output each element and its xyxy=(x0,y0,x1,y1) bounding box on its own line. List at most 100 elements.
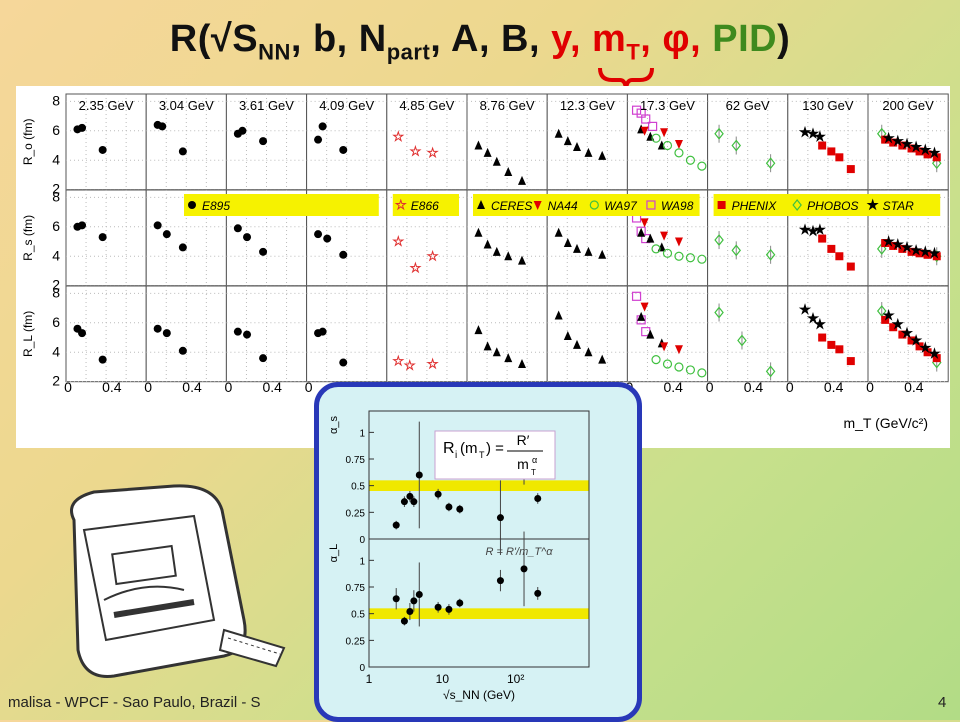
data-point xyxy=(662,248,673,258)
data-point xyxy=(233,224,242,233)
title-part: , φ, xyxy=(640,18,713,60)
data-point xyxy=(798,125,812,138)
panel-frame xyxy=(546,285,628,383)
data-point xyxy=(339,250,348,259)
legend-label: WA97 xyxy=(604,199,638,213)
data-point xyxy=(646,200,656,210)
x-tick-label: 0 xyxy=(786,379,794,395)
y-tick-label: 4 xyxy=(52,247,60,263)
data-point xyxy=(915,342,924,351)
alpha-y-label: α_s xyxy=(328,416,340,434)
data-point xyxy=(434,603,442,611)
legend-background xyxy=(713,194,941,216)
panel-frame xyxy=(386,285,468,383)
y-tick-label: 1 xyxy=(359,428,365,439)
x-tick-label: 0.4 xyxy=(744,379,764,395)
data-point xyxy=(835,345,844,354)
panel xyxy=(225,285,308,383)
x-tick-label: 0.4 xyxy=(904,379,924,395)
data-point xyxy=(504,167,513,177)
data-point xyxy=(900,326,914,339)
data-point xyxy=(637,227,646,237)
data-point xyxy=(409,261,422,274)
data-point xyxy=(731,244,742,257)
data-point xyxy=(818,333,827,342)
x-axis-label: √s_NN (GeV) xyxy=(443,688,515,702)
x-tick-label: 0.4 xyxy=(663,379,683,395)
data-point xyxy=(898,330,907,339)
formula-text: R xyxy=(443,440,455,457)
data-point xyxy=(798,303,812,315)
panel xyxy=(787,285,869,383)
panel xyxy=(386,285,468,383)
data-point xyxy=(697,161,707,171)
column-energy-label: 4.85 GeV xyxy=(399,98,454,113)
panel xyxy=(65,93,147,191)
formula-background xyxy=(434,430,556,480)
data-point xyxy=(660,231,669,241)
formula-text: i xyxy=(455,450,457,461)
data-point xyxy=(238,126,247,135)
data-point xyxy=(889,241,898,250)
formula-text: m xyxy=(517,456,529,472)
panel xyxy=(466,93,548,191)
y-tick-label: 2 xyxy=(52,277,60,293)
column-energy-label: 62 GeV xyxy=(726,98,770,113)
data-point xyxy=(813,130,826,142)
data-point xyxy=(474,325,483,335)
data-point xyxy=(392,595,400,603)
data-point xyxy=(415,471,423,479)
data-point xyxy=(674,140,683,150)
legend-background xyxy=(184,194,379,216)
reference-band xyxy=(369,480,589,491)
data-point xyxy=(406,608,414,616)
data-point xyxy=(919,245,932,258)
data-point xyxy=(674,237,683,247)
formula-text: R′ xyxy=(517,432,530,448)
data-point xyxy=(932,153,941,162)
formula-text: (m xyxy=(460,440,478,457)
data-point xyxy=(876,242,887,255)
data-point xyxy=(651,244,661,254)
panel xyxy=(145,93,227,191)
data-point xyxy=(898,244,907,253)
formula-bottom: R = R'/m_T^α xyxy=(485,546,553,558)
data-point xyxy=(153,324,162,333)
data-point xyxy=(646,329,655,339)
data-point xyxy=(445,605,453,613)
data-point xyxy=(641,114,651,124)
data-point xyxy=(178,147,187,156)
x-tick-label: 0 xyxy=(64,379,72,395)
panel xyxy=(626,285,709,383)
x-tick-label: 1 xyxy=(366,672,373,686)
data-point xyxy=(318,327,327,336)
tape-measure-icon xyxy=(70,484,286,678)
legend-label: PHOBOS xyxy=(807,199,858,213)
y-tick-label: 2 xyxy=(52,181,60,197)
x-tick-label: 0 xyxy=(305,379,313,395)
column-energy-label: 2.35 GeV xyxy=(79,98,134,113)
data-point xyxy=(674,362,684,372)
data-point xyxy=(806,224,820,237)
data-point xyxy=(648,121,658,131)
data-point xyxy=(915,249,924,258)
data-point xyxy=(410,597,418,605)
data-point xyxy=(928,347,941,359)
data-point xyxy=(900,137,914,150)
data-point xyxy=(98,233,107,242)
legend-label: NA44 xyxy=(548,199,578,213)
legend-label: E895 xyxy=(202,199,230,213)
panel-frame xyxy=(368,538,590,668)
title-part: ) xyxy=(777,18,791,60)
legend-background xyxy=(473,194,700,216)
legend-box: E895 xyxy=(184,194,379,216)
data-point xyxy=(158,122,167,131)
data-point xyxy=(259,247,268,256)
data-point xyxy=(818,234,827,243)
title-part: R(√S xyxy=(169,18,259,60)
data-point xyxy=(520,565,528,573)
panel-frame xyxy=(626,285,709,383)
data-point xyxy=(818,141,827,150)
title-part: T xyxy=(626,39,641,65)
data-point xyxy=(572,339,581,349)
